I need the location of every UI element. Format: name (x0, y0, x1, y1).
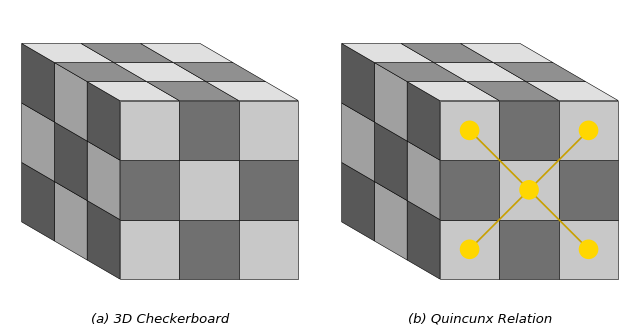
Polygon shape (407, 201, 440, 279)
Polygon shape (141, 44, 233, 62)
Polygon shape (440, 160, 499, 219)
Polygon shape (206, 82, 298, 100)
Polygon shape (342, 163, 374, 241)
Polygon shape (374, 122, 407, 201)
Polygon shape (54, 62, 87, 141)
Polygon shape (54, 122, 87, 201)
Polygon shape (120, 160, 179, 219)
Polygon shape (342, 44, 374, 122)
Polygon shape (374, 181, 407, 260)
Polygon shape (407, 82, 440, 160)
Point (584, 247, 594, 252)
Polygon shape (526, 82, 618, 100)
Polygon shape (440, 100, 499, 160)
Polygon shape (493, 62, 586, 82)
Polygon shape (114, 62, 206, 82)
Polygon shape (374, 62, 467, 82)
Point (584, 128, 594, 133)
Polygon shape (559, 160, 618, 219)
Polygon shape (440, 219, 499, 279)
Polygon shape (239, 160, 298, 219)
Polygon shape (407, 141, 440, 219)
Point (524, 187, 534, 193)
Polygon shape (87, 82, 120, 160)
Polygon shape (54, 62, 147, 82)
Polygon shape (467, 82, 559, 100)
Polygon shape (179, 219, 239, 279)
Point (465, 128, 475, 133)
Polygon shape (173, 62, 266, 82)
Polygon shape (239, 219, 298, 279)
Polygon shape (120, 100, 179, 160)
Polygon shape (559, 100, 618, 160)
Polygon shape (499, 100, 559, 160)
Point (465, 247, 475, 252)
Polygon shape (22, 44, 54, 122)
Polygon shape (401, 44, 493, 62)
Text: (b) Quincunx Relation: (b) Quincunx Relation (408, 313, 552, 326)
Polygon shape (81, 44, 173, 62)
Text: (a) 3D Checkerboard: (a) 3D Checkerboard (91, 313, 229, 326)
Polygon shape (22, 163, 54, 241)
Polygon shape (87, 201, 120, 279)
Polygon shape (22, 103, 54, 181)
Polygon shape (559, 219, 618, 279)
Polygon shape (499, 160, 559, 219)
Polygon shape (54, 181, 87, 260)
Polygon shape (147, 82, 239, 100)
Polygon shape (179, 100, 239, 160)
Polygon shape (87, 141, 120, 219)
Polygon shape (374, 62, 407, 141)
Polygon shape (342, 103, 374, 181)
Polygon shape (461, 44, 553, 62)
Polygon shape (179, 160, 239, 219)
Polygon shape (499, 219, 559, 279)
Polygon shape (239, 100, 298, 160)
Polygon shape (342, 44, 434, 62)
Polygon shape (407, 82, 499, 100)
Polygon shape (434, 62, 526, 82)
Polygon shape (22, 44, 114, 62)
Polygon shape (87, 82, 179, 100)
Polygon shape (120, 219, 179, 279)
